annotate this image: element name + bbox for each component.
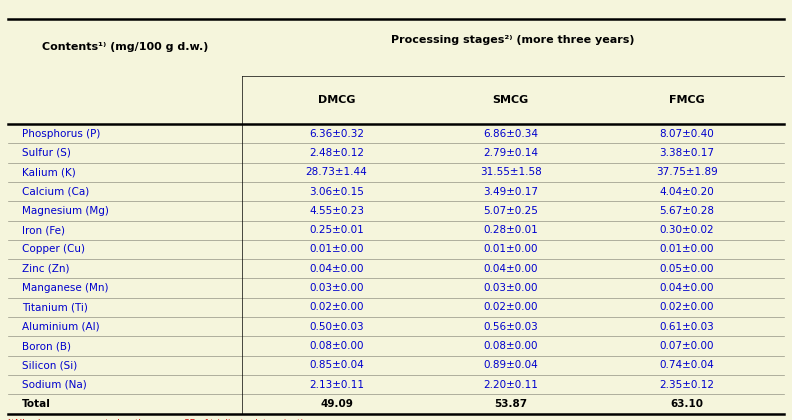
Text: 3.38±0.17: 3.38±0.17 — [660, 148, 714, 158]
Text: Silicon (Si): Silicon (Si) — [22, 360, 78, 370]
Text: 3.06±0.15: 3.06±0.15 — [309, 186, 364, 197]
Text: Phosphorus (P): Phosphorus (P) — [22, 129, 101, 139]
Text: 0.04±0.00: 0.04±0.00 — [660, 283, 714, 293]
Text: 0.04±0.00: 0.04±0.00 — [484, 264, 538, 274]
Text: Sodium (Na): Sodium (Na) — [22, 380, 87, 390]
Text: 0.50±0.03: 0.50±0.03 — [310, 322, 364, 332]
Text: Sulfur (S): Sulfur (S) — [22, 148, 71, 158]
Text: Manganese (Mn): Manganese (Mn) — [22, 283, 109, 293]
Text: 0.61±0.03: 0.61±0.03 — [660, 322, 714, 332]
Text: 5.67±0.28: 5.67±0.28 — [660, 206, 714, 216]
Text: 5.07±0.25: 5.07±0.25 — [483, 206, 539, 216]
Text: 0.74±0.04: 0.74±0.04 — [660, 360, 714, 370]
Text: Aluminium (Al): Aluminium (Al) — [22, 322, 100, 332]
Text: 0.01±0.00: 0.01±0.00 — [310, 244, 364, 255]
Text: 0.03±0.00: 0.03±0.00 — [484, 283, 538, 293]
Text: 28.73±1.44: 28.73±1.44 — [306, 167, 367, 177]
Text: DMCG: DMCG — [318, 95, 356, 105]
Text: 0.02±0.00: 0.02±0.00 — [310, 302, 364, 312]
Text: 2.79±0.14: 2.79±0.14 — [483, 148, 539, 158]
Text: 0.85±0.04: 0.85±0.04 — [309, 360, 364, 370]
Text: FMCG: FMCG — [669, 95, 705, 105]
Text: 63.10: 63.10 — [671, 399, 703, 409]
Text: 3.49±0.17: 3.49±0.17 — [483, 186, 539, 197]
Text: 0.08±0.00: 0.08±0.00 — [484, 341, 538, 351]
Text: 6.36±0.32: 6.36±0.32 — [309, 129, 364, 139]
Text: 0.89±0.04: 0.89±0.04 — [483, 360, 539, 370]
Text: 2.48±0.12: 2.48±0.12 — [309, 148, 364, 158]
Text: Magnesium (Mg): Magnesium (Mg) — [22, 206, 109, 216]
Text: 0.01±0.00: 0.01±0.00 — [660, 244, 714, 255]
Text: Calcium (Ca): Calcium (Ca) — [22, 186, 89, 197]
Text: 0.05±0.00: 0.05±0.00 — [660, 264, 714, 274]
Text: 49.09: 49.09 — [320, 399, 353, 409]
Text: Copper (Cu): Copper (Cu) — [22, 244, 86, 255]
Text: 4.55±0.23: 4.55±0.23 — [309, 206, 364, 216]
Text: 2.35±0.12: 2.35±0.12 — [660, 380, 714, 390]
Text: Kalium (K): Kalium (K) — [22, 167, 76, 177]
Text: 0.02±0.00: 0.02±0.00 — [660, 302, 714, 312]
Text: 0.03±0.00: 0.03±0.00 — [310, 283, 364, 293]
Text: 2.20±0.11: 2.20±0.11 — [483, 380, 539, 390]
Text: SMCG: SMCG — [493, 95, 529, 105]
Text: 0.56±0.03: 0.56±0.03 — [483, 322, 539, 332]
Text: ¹⁾All values are presented as the mean±SD of triplicate determination.: ¹⁾All values are presented as the mean±S… — [8, 419, 317, 420]
Text: Processing stages²⁾ (more three years): Processing stages²⁾ (more three years) — [391, 35, 634, 45]
Text: 53.87: 53.87 — [494, 399, 527, 409]
Text: Contents¹⁾ (mg/100 g d.w.): Contents¹⁾ (mg/100 g d.w.) — [41, 42, 208, 52]
Text: Iron (Fe): Iron (Fe) — [22, 225, 65, 235]
Text: 8.07±0.40: 8.07±0.40 — [660, 129, 714, 139]
Text: 0.08±0.00: 0.08±0.00 — [310, 341, 364, 351]
Text: Boron (B): Boron (B) — [22, 341, 71, 351]
Text: 37.75±1.89: 37.75±1.89 — [657, 167, 718, 177]
Text: 0.30±0.02: 0.30±0.02 — [660, 225, 714, 235]
Text: 4.04±0.20: 4.04±0.20 — [660, 186, 714, 197]
Text: 0.01±0.00: 0.01±0.00 — [484, 244, 538, 255]
Text: 0.28±0.01: 0.28±0.01 — [483, 225, 539, 235]
Text: 2.13±0.11: 2.13±0.11 — [309, 380, 364, 390]
Text: 0.25±0.01: 0.25±0.01 — [309, 225, 364, 235]
Text: Total: Total — [22, 399, 51, 409]
Text: 0.04±0.00: 0.04±0.00 — [310, 264, 364, 274]
Text: Zinc (Zn): Zinc (Zn) — [22, 264, 70, 274]
Text: 0.07±0.00: 0.07±0.00 — [660, 341, 714, 351]
Text: 31.55±1.58: 31.55±1.58 — [480, 167, 542, 177]
Text: 0.02±0.00: 0.02±0.00 — [484, 302, 538, 312]
Text: Titanium (Ti): Titanium (Ti) — [22, 302, 88, 312]
Text: 6.86±0.34: 6.86±0.34 — [483, 129, 539, 139]
